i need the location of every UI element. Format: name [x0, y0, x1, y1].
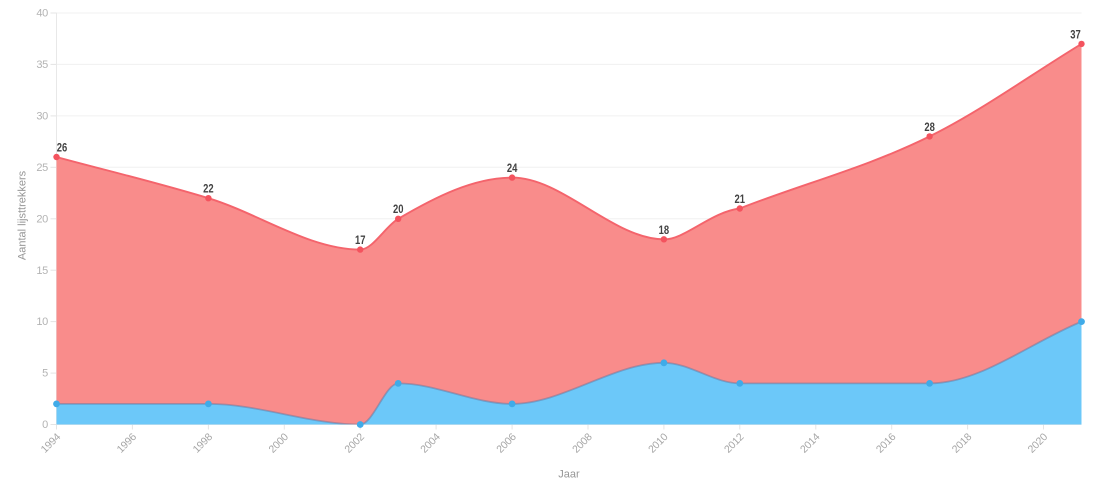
svg-text:28: 28 [924, 122, 935, 134]
svg-text:15: 15 [36, 265, 48, 277]
svg-text:20: 20 [36, 213, 48, 225]
svg-text:10: 10 [36, 316, 48, 328]
svg-text:26: 26 [57, 143, 68, 155]
svg-text:22: 22 [203, 184, 214, 196]
svg-text:20: 20 [393, 204, 404, 216]
svg-text:24: 24 [507, 163, 518, 175]
svg-text:21: 21 [735, 194, 746, 206]
svg-text:35: 35 [36, 59, 48, 71]
svg-text:Jaar: Jaar [558, 469, 580, 481]
svg-text:37: 37 [1070, 29, 1081, 41]
svg-text:25: 25 [36, 162, 48, 174]
svg-text:40: 40 [36, 8, 48, 20]
svg-text:5: 5 [42, 368, 48, 380]
svg-text:17: 17 [355, 235, 366, 247]
svg-text:Aantal lijsttrekkers: Aantal lijsttrekkers [17, 170, 29, 260]
svg-text:0: 0 [42, 419, 48, 431]
svg-text:18: 18 [659, 225, 670, 237]
svg-text:30: 30 [36, 111, 48, 123]
